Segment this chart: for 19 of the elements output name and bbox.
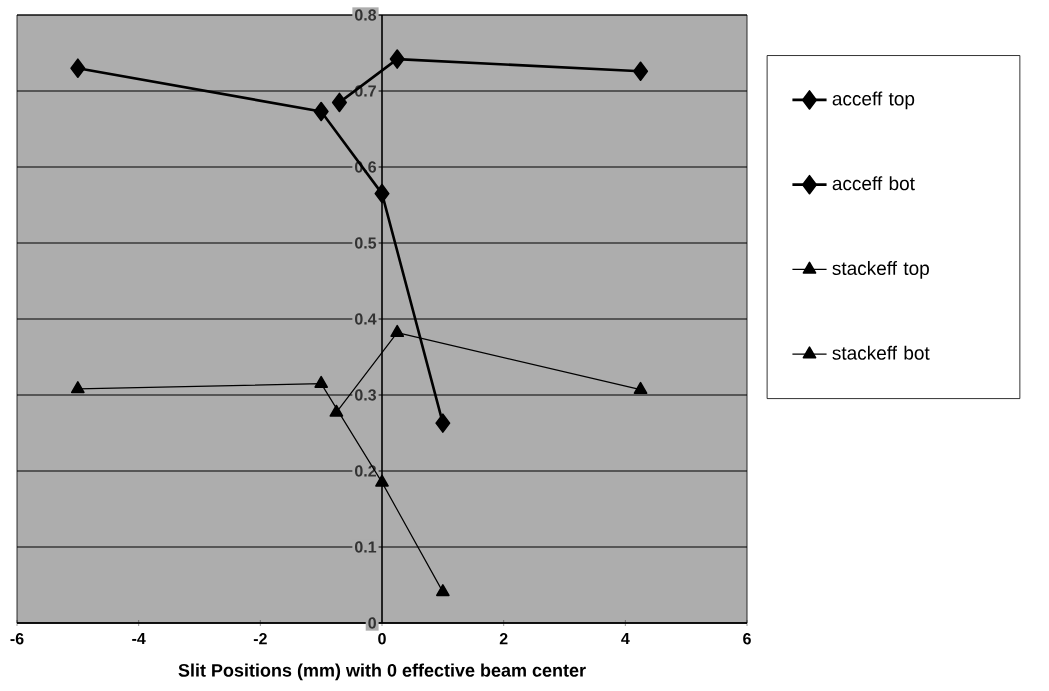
x-tick-label: -6	[10, 633, 24, 645]
x-tick-label: -2	[253, 633, 267, 645]
x-tick-label: 6	[743, 633, 751, 645]
y-tick-label: 0	[368, 617, 376, 629]
y-tick-label: 0.1	[354, 541, 377, 553]
x-tick-label: 0	[378, 633, 386, 645]
x-tick-label: 4	[621, 633, 630, 645]
y-tick-label: 0.4	[354, 313, 377, 325]
y-tick-label: 0.5	[354, 237, 377, 249]
x-axis-title: Slit Positions (mm) with 0 effective beam center	[178, 663, 586, 681]
y-tick-label: 0.8	[354, 9, 377, 21]
legend-label: stackeff bot	[832, 345, 930, 360]
y-tick-label: 0.3	[354, 389, 377, 401]
legend-label: acceff top	[832, 91, 915, 110]
y-tick-label: 0.2	[354, 465, 376, 477]
x-tick-label: 2	[499, 633, 508, 645]
x-tick-label: -4	[132, 633, 146, 645]
legend-label: acceff bot	[832, 176, 915, 191]
legend-label: stackeff top	[832, 261, 929, 279]
